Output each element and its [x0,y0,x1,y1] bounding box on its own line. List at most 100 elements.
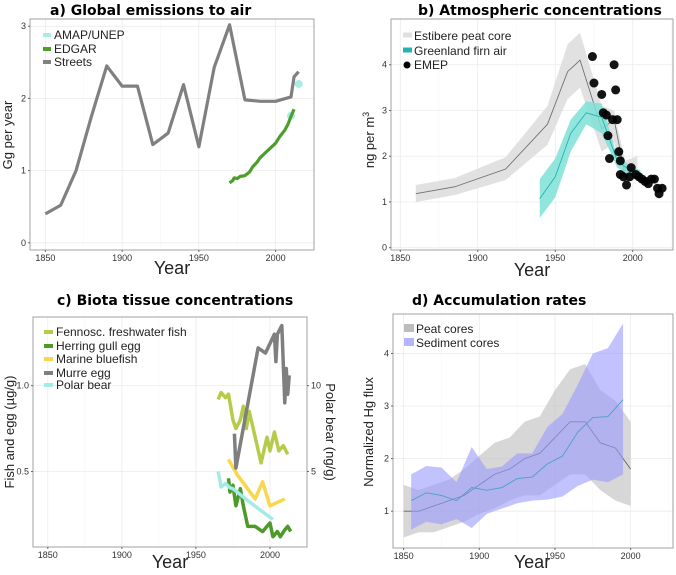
y-tick-label: 0.5 [16,466,29,476]
murre-egg-line [232,323,291,470]
y-tick-label: 1 [21,166,26,176]
emep-point [615,156,625,166]
y-tick-label: 1.0 [16,381,29,391]
legend-label-herring: Herring gull egg [56,339,141,353]
x-tick-label: 1950 [189,253,209,263]
emep-point [657,183,667,193]
y-tick-label: 2 [382,151,387,161]
panel-a-y-label: Gg per year [0,100,15,169]
panel-b-x-label: Year [514,260,550,280]
panel-d-title: d) Accumulation rates [412,293,586,309]
herring-gull-egg-line [226,478,293,539]
panel-c-plot: 1850 1900 1950 2000 0.5 1.0 5 10 [16,316,321,560]
legend-label-amap: AMAP/UNEP [54,28,125,42]
panel-d-x-label: Year [514,552,550,572]
y-tick-label: 2 [21,93,26,103]
x-tick-label: 1900 [469,551,489,561]
legend-label-emep: EMEP [414,58,448,72]
y-tick-label: 3 [384,401,389,411]
x-tick-label: 2000 [260,550,280,560]
panel-b-y-label-text: ng per m [362,117,377,168]
panel-d: d) Accumulation rates 1850 1900 1950 2000 1 2… [361,293,674,572]
panel-c-y-label-right: Polar bear (ng/g) [323,383,338,481]
y-right-tick-label: 5 [311,466,316,476]
estibere-peat-core-band [415,32,638,202]
emep-point [609,60,619,70]
emep-point [612,115,622,125]
x-tick-label: 1850 [35,253,55,263]
legend-label-edgar: EDGAR [54,42,97,56]
fennosc-freshwater-fish-line [216,390,290,465]
emep-point [604,154,614,164]
x-tick-label: 1950 [186,550,206,560]
panel-d-y-label: Normalized Hg flux [361,377,376,487]
emep-point [589,78,599,88]
y-tick-label: 3 [382,105,387,115]
sediment-cores-band [411,323,624,530]
emep-point [601,110,611,120]
plot-frame [390,18,674,251]
panel-a-title: a) Global emissions to air [50,3,251,19]
emep-point [622,180,632,190]
legend-label-peat: Peat cores [416,322,473,336]
y-tick-label: 0 [21,238,26,248]
panel-c: c) Biota tissue concentrations 1850 1900 1… [2,293,338,572]
legend-label-fennosc: Fennosc. freshwater fish [56,325,187,339]
edgar-line [228,108,296,185]
x-tick-label: 2000 [621,551,641,561]
y-tick-label: 3 [21,21,26,31]
legend-swatch-emep [403,61,411,69]
panel-b-title: b) Atmospheric concentrations [418,3,662,19]
y-tick-label: 4 [384,348,389,358]
legend-label-sediment: Sediment cores [416,336,499,350]
panel-a-legend: AMAP/UNEP EDGAR Streets [43,28,125,69]
panel-c-legend: Fennosc. freshwater fish Herring gull eg… [44,325,187,392]
legend-label-polar: Polar bear [56,378,111,392]
legend-swatch-peat [404,324,414,332]
plot-frame [32,316,308,548]
streets-line [44,23,300,216]
panel-b-plot: 1850 1900 1950 2000 0 1 2 3 4 [382,18,674,263]
legend-label-streets: Streets [54,55,92,69]
x-tick-label: 1850 [38,550,58,560]
panel-a-x-label: Year [154,258,190,278]
panel-d-legend: Peat cores Sediment cores [404,322,499,350]
emep-point [618,172,628,182]
x-tick-label: 1900 [112,253,132,263]
x-tick-label: 1900 [468,253,488,263]
panel-c-x-label: Year [152,552,188,572]
sediment-cores-line [410,399,624,502]
polar-bear-line [216,471,274,521]
marine-bluefish-line [226,458,286,508]
emep-point [597,89,607,99]
plot-frame [29,18,315,251]
x-tick-label: 1950 [545,253,565,263]
emep-point [603,131,613,141]
y-tick-label: 4 [382,60,387,70]
legend-swatch-sediment [404,338,414,346]
panel-c-y-label-left: Fish and egg (µg/g) [2,376,17,489]
plot-frame [392,313,674,549]
x-tick-label: 1850 [390,253,410,263]
panel-b-y-label: ng per m3 [361,112,377,168]
y-tick-label: 1 [382,197,387,207]
emep-point [614,147,624,157]
emep-point [611,85,621,95]
legend-label-bluefish: Marine bluefish [56,352,137,366]
x-tick-label: 1850 [394,551,414,561]
panel-b-y-label-superscript: 3 [361,112,371,117]
estibere-peat-core-line [415,59,638,195]
legend-label-estibere: Estibere peat core [414,29,512,43]
panel-a: a) Global emissions to air 1850 1900 1950 2… [0,3,315,278]
panel-b-legend: Estibere peat core Greenland firn air EM… [403,29,512,72]
x-tick-label: 2000 [266,253,286,263]
panel-d-plot: 1850 1900 1950 2000 1 2 3 4 [384,313,674,561]
emep-point [649,174,659,184]
legend-label-greenland: Greenland firn air [414,44,507,58]
x-tick-label: 2000 [623,253,643,263]
legend-label-murre: Murre egg [56,366,111,380]
emep-point [587,52,597,62]
x-tick-label: 1900 [112,550,132,560]
y-tick-label: 2 [384,454,389,464]
